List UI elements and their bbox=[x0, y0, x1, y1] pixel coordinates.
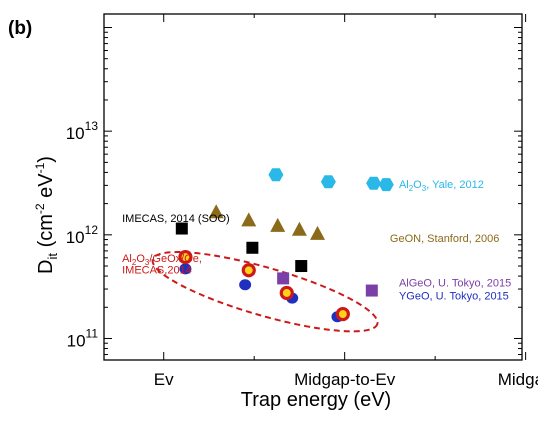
y-tick-label: 1013 bbox=[66, 119, 99, 143]
x-axis-title: Trap energy (eV) bbox=[241, 389, 391, 411]
x-tick-label: Midgap bbox=[498, 370, 538, 389]
plot-area: 1011 1012 1013 Ev Midgap-to-Ev Midgap Al2O3, Y… bbox=[66, 13, 538, 389]
data-point-hexagon bbox=[320, 175, 336, 189]
y-axis-title-main: D bbox=[35, 259, 57, 273]
y-axis-title: Dit (cm-2 eV-1) bbox=[33, 156, 60, 274]
data-point-square bbox=[277, 272, 290, 285]
series-annotation: IMECAS,2014 bbox=[122, 264, 192, 276]
y-axis-title-exp2: -1 bbox=[33, 162, 47, 173]
data-point-circle bbox=[179, 263, 192, 275]
svg-text:Dit (cm-2 eV-1): Dit (cm-2 eV-1) bbox=[33, 156, 60, 274]
y-axis-title-sub: it bbox=[45, 253, 60, 260]
data-point-hexagon bbox=[378, 178, 394, 192]
panel-label: (b) bbox=[8, 18, 32, 39]
series-annotation: Al2O3/GeOx/Ge, bbox=[122, 253, 202, 267]
series-annotation: Al2O3, Yale, 2012 bbox=[399, 179, 484, 193]
y-axis-title-exp1: -2 bbox=[33, 203, 47, 214]
series-annotation: IMECAS, 2014 (SOO) bbox=[122, 213, 230, 225]
y-axis-title-unit-close: ) bbox=[35, 156, 57, 163]
series-annotation: AlGeO, U. Tokyo, 2015 bbox=[399, 278, 511, 290]
data-point-square bbox=[295, 260, 308, 273]
data-point-ring bbox=[178, 249, 193, 265]
data-point-hexagon bbox=[268, 168, 284, 182]
series-annotation: GeON, Stanford, 2006 bbox=[390, 233, 499, 245]
data-point-ring bbox=[241, 263, 256, 278]
data-point-triangle bbox=[270, 217, 286, 232]
highlight-ellipse bbox=[151, 251, 379, 333]
data-point-triangle bbox=[208, 204, 224, 219]
data-point-square bbox=[246, 241, 259, 254]
series-annotation: YGeO, U. Tokyo, 2015 bbox=[399, 290, 509, 302]
plot-frame bbox=[103, 13, 523, 361]
y-tick-label: 1011 bbox=[67, 326, 99, 350]
y-axis-title-unit-mid: eV bbox=[35, 173, 57, 204]
data-point-triangle bbox=[310, 225, 326, 240]
data-point-ring bbox=[335, 306, 350, 322]
data-point-hexagon bbox=[366, 176, 382, 190]
x-tick-label: Midgap-to-Ev bbox=[294, 370, 396, 389]
y-tick-label: 1012 bbox=[66, 223, 99, 247]
data-point-triangle bbox=[241, 212, 257, 227]
data-point-square bbox=[365, 284, 378, 297]
y-axis-title-unit-open: (cm bbox=[35, 214, 57, 253]
data-point-square bbox=[175, 222, 188, 235]
data-point-circle bbox=[239, 279, 252, 291]
x-tick-label: Ev bbox=[154, 370, 174, 389]
data-point-triangle bbox=[291, 221, 307, 236]
data-point-ring bbox=[279, 285, 294, 301]
